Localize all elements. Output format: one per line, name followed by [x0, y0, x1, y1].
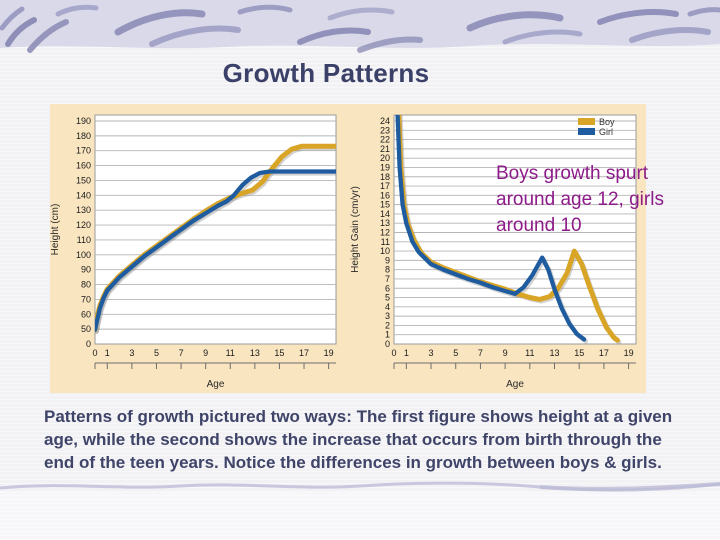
y-tick-label: 13	[380, 218, 390, 228]
chart-svg: 0506070809010011012013014015016017018019…	[50, 114, 337, 390]
y-axis-label: Height Gain (cm/yr)	[350, 186, 361, 273]
annotation: Boys growth spurt around age 12, girls a…	[496, 161, 706, 239]
x-tick-label: 1	[105, 348, 110, 358]
x-tick-label: 0	[92, 348, 97, 358]
x-tick-label: 15	[574, 348, 584, 358]
y-tick-label: 1	[385, 330, 390, 340]
y-tick-label: 100	[76, 250, 91, 260]
x-tick-label: 17	[599, 348, 609, 358]
y-tick-label: 50	[81, 324, 91, 334]
y-axis-label: Height (cm)	[50, 204, 61, 256]
y-tick-label: 110	[77, 235, 91, 245]
caption: Patterns of growth pictured two ways: Th…	[44, 405, 692, 474]
caption-line: age, while the second shows the increase…	[44, 430, 662, 449]
x-tick-label: 5	[154, 348, 159, 358]
y-tick-label: 90	[81, 265, 91, 275]
x-tick-label: 9	[503, 348, 508, 358]
x-tick-label: 7	[179, 348, 184, 358]
y-tick-label: 3	[385, 311, 390, 321]
y-tick-label: 24	[380, 116, 390, 126]
y-tick-label: 23	[380, 125, 390, 135]
legend-swatch-boy	[578, 118, 595, 125]
y-tick-label: 5	[385, 293, 390, 303]
y-tick-label: 10	[380, 246, 390, 256]
y-tick-label: 60	[81, 309, 91, 319]
y-tick-label: 140	[76, 190, 91, 200]
x-tick-label: 5	[453, 348, 458, 358]
y-tick-label: 80	[81, 280, 91, 290]
page-title: Growth Patterns	[222, 58, 430, 88]
y-tick-label: 15	[380, 200, 390, 210]
series-shadow	[95, 170, 336, 334]
x-tick-label: 15	[274, 348, 284, 358]
chart-svg: 0123456789101112131415161718192021222324…	[350, 114, 637, 390]
y-tick-label: 17	[380, 181, 390, 191]
series-girl	[95, 169, 336, 332]
y-tick-label: 4	[385, 302, 390, 312]
y-tick-label: 70	[81, 294, 91, 304]
y-tick-label: 18	[380, 172, 390, 182]
y-tick-label: 12	[380, 228, 390, 238]
footer-area	[0, 492, 720, 540]
y-tick-label: 130	[76, 205, 91, 215]
y-tick-label: 16	[380, 190, 390, 200]
y-tick-label: 2	[385, 320, 390, 330]
bottom-wave-decoration	[0, 481, 720, 492]
x-tick-label: 11	[525, 348, 534, 358]
y-tick-label: 190	[76, 116, 91, 126]
y-tick-label: 150	[76, 175, 91, 185]
y-tick-label: 6	[385, 283, 390, 293]
y-tick-label: 160	[76, 161, 91, 171]
y-tick-label: 21	[380, 144, 390, 154]
series-girl	[395, 115, 587, 342]
y-tick-label: 120	[76, 220, 91, 230]
y-tick-label: 20	[380, 153, 390, 163]
height-gain-chart: 0 1 2 3 4 5 6 7 8 9 10 11 12 13 14 15 16 17 18 19 20 21 22 23 24…	[344, 106, 654, 392]
x-tick-label: 3	[129, 348, 134, 358]
y-tick-label: 19	[380, 162, 390, 172]
x-tick-label: 19	[324, 348, 334, 358]
annotation-line: around 10	[496, 215, 582, 236]
x-tick-label: 13	[250, 348, 260, 358]
x-axis-label: Age	[506, 379, 524, 390]
y-tick-label: 0	[385, 339, 390, 349]
x-tick-label: 9	[203, 348, 208, 358]
y-tick-label: 11	[381, 237, 390, 247]
y-tick-label: 8	[385, 265, 390, 275]
annotation-line: Boys growth spurt	[496, 163, 649, 184]
y-tick-label: 22	[380, 135, 390, 145]
x-axis-label: Age	[207, 379, 225, 390]
y-tick-label: 170	[76, 146, 91, 156]
height-chart: 0 50 60 70 80 90 100 110 120 130 140 150 160 170 180 19…	[44, 106, 344, 392]
banner-decoration	[0, 0, 720, 53]
y-tick-label: 180	[76, 131, 91, 141]
y-tick-label: 9	[385, 255, 390, 265]
legend-label-boy: Boy	[599, 117, 615, 127]
legend-label-girl: Girl	[599, 127, 613, 137]
legend-swatch-girl	[578, 128, 595, 135]
x-tick-label: 13	[550, 348, 560, 358]
x-tick-label: 17	[299, 348, 309, 358]
x-tick-label: 7	[478, 348, 483, 358]
y-tick-label: 0	[86, 339, 91, 349]
x-tick-label: 19	[624, 348, 634, 358]
annotation-line: around age 12, girls	[496, 189, 664, 210]
y-tick-label: 14	[380, 209, 390, 219]
x-tick-label: 11	[226, 348, 235, 358]
caption-line: end of the teen years. Notice the differ…	[44, 453, 662, 472]
x-tick-label: 1	[404, 348, 409, 358]
caption-line: Patterns of growth pictured two ways: Th…	[44, 407, 673, 426]
x-tick-label: 0	[391, 348, 396, 358]
y-tick-label: 7	[385, 274, 390, 284]
x-tick-label: 3	[429, 348, 434, 358]
